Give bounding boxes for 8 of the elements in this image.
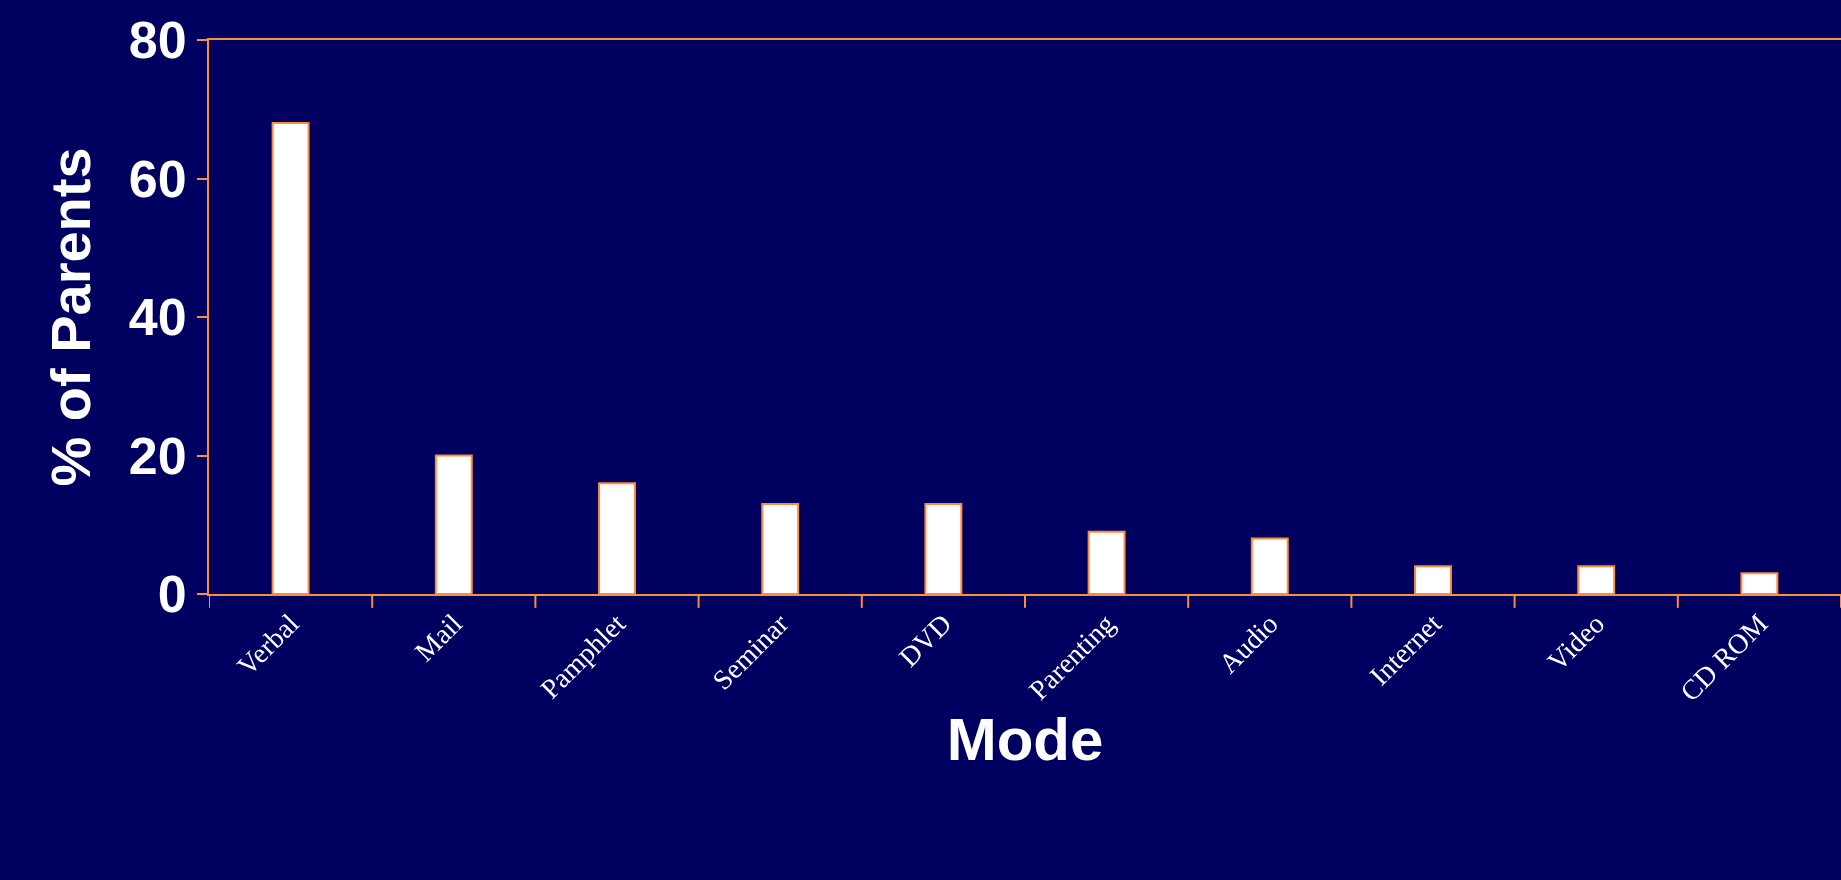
x-axis-title: Mode xyxy=(946,705,1104,773)
y-tick-label: 80 xyxy=(128,11,187,70)
x-tick-label: Video xyxy=(1541,607,1611,677)
y-tick-label: 20 xyxy=(128,426,187,485)
y-tick-label: 40 xyxy=(128,288,187,347)
y-tick-label: 0 xyxy=(157,565,187,624)
y-tick-label: 60 xyxy=(128,149,187,208)
y-axis-title: % of Parents xyxy=(39,147,103,487)
